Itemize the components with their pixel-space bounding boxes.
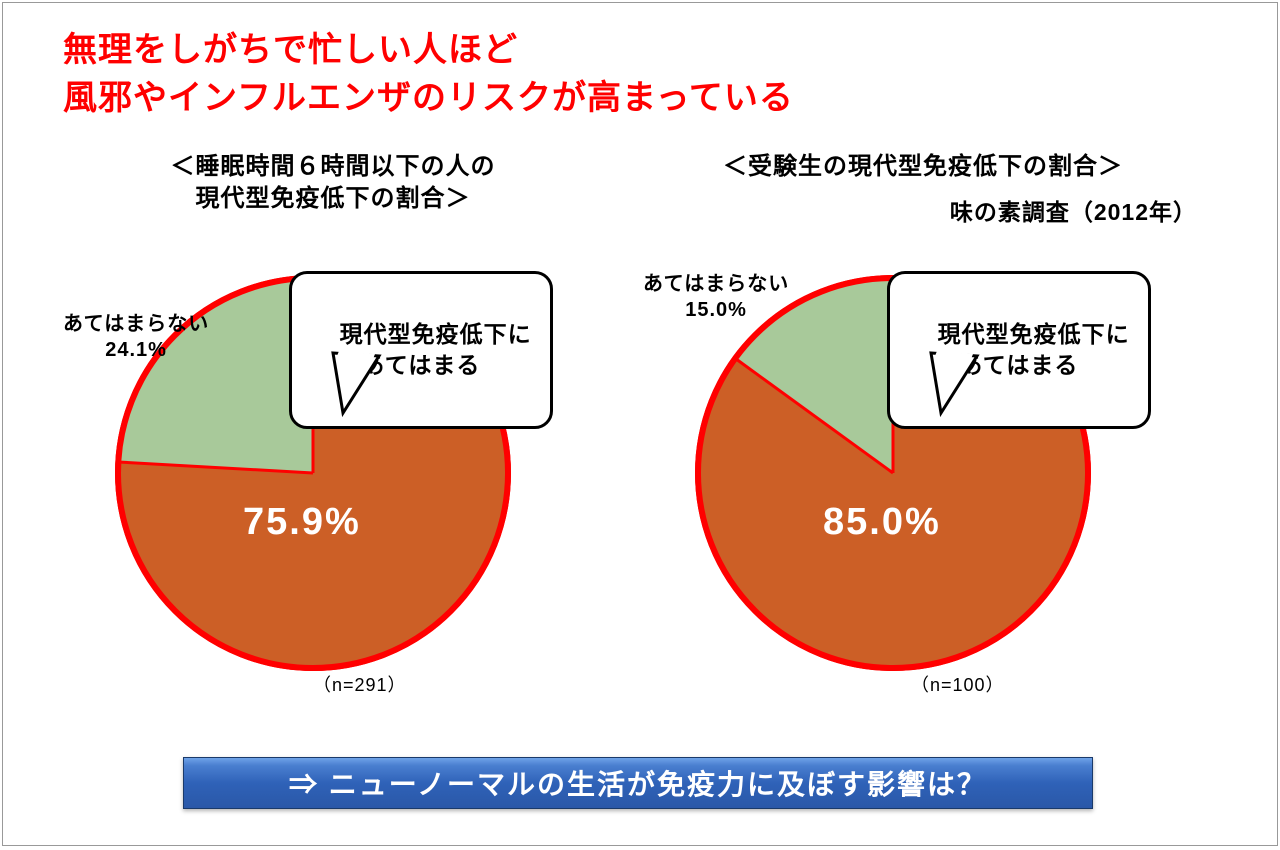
title-line-2: 風邪やインフルエンザのリスクが高まっている <box>63 79 794 117</box>
pie-right-n: （n=100） <box>911 671 1005 697</box>
pie-left-callout-tail <box>323 351 403 431</box>
pie-left-n: （n=291） <box>313 671 407 697</box>
pie-right-no-label: あてはまらない 15.0% <box>643 271 789 323</box>
pie-right-callout-tail <box>921 351 1001 431</box>
chart-right-title: ＜受験生の現代型免疫低下の割合＞ <box>643 151 1203 183</box>
bottom-banner: ⇒ ニューノーマルの生活が免疫力に及ぼす影響は？ <box>183 757 1093 809</box>
pie-left-no-label: あてはまらない 24.1% <box>63 311 209 363</box>
slide-title: 無理をしがちで忙しい人ほど 風邪やインフルエンザのリスクが高まっている <box>63 27 794 122</box>
title-line-1: 無理をしがちで忙しい人ほど <box>63 31 518 69</box>
source-label: 味の素調査（2012年） <box>950 193 1197 227</box>
chart-left-title: ＜睡眠時間６時間以下の人の 現代型免疫低下の割合＞ <box>108 151 558 216</box>
bottom-banner-text: ⇒ ニューノーマルの生活が免疫力に及ぼす影響は？ <box>289 763 987 803</box>
pie-right-yes-value: 85.0% <box>823 501 941 544</box>
pie-left-yes-value: 75.9% <box>243 501 361 544</box>
slide: 無理をしがちで忙しい人ほど 風邪やインフルエンザのリスクが高まっている ＜睡眠時… <box>2 2 1278 846</box>
